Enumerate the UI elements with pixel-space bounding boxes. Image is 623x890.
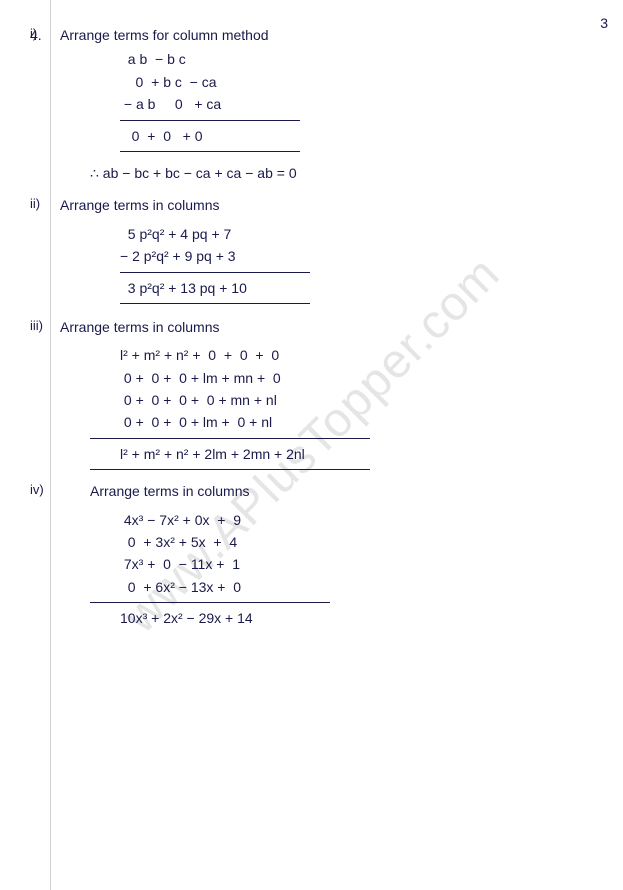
divider-line bbox=[120, 272, 310, 273]
part-iv-result: 10x³ + 2x² − 29x + 14 bbox=[120, 607, 583, 629]
part-ii-row-1: 5 p²q² + 4 pq + 7 bbox=[120, 223, 583, 245]
part-ii-result: 3 p²q² + 13 pq + 10 bbox=[120, 277, 583, 299]
page-corner-number: 3 bbox=[600, 15, 608, 31]
divider-line bbox=[120, 303, 310, 304]
part-ii-label: ii) bbox=[30, 194, 40, 215]
part-iv-row-3: 7x³ + 0 − 11x + 1 bbox=[120, 553, 583, 575]
part-iii-result: l² + m² + n² + 2lm + 2mn + 2nl bbox=[120, 443, 583, 465]
part-ii-heading: Arrange terms in columns bbox=[60, 197, 220, 213]
part-i-row-2: 0 + b c − ca bbox=[120, 71, 583, 93]
part-iv-row-4: 0 + 6x² − 13x + 0 bbox=[120, 576, 583, 598]
part-i-result: 0 + 0 + 0 bbox=[120, 125, 583, 147]
part-iv-label: iv) bbox=[30, 480, 44, 501]
part-i-row-3: − a b 0 + ca bbox=[120, 93, 583, 115]
divider-line bbox=[90, 469, 370, 470]
part-iv-row-1: 4x³ − 7x² + 0x + 9 bbox=[120, 509, 583, 531]
part-ii-row-2: − 2 p²q² + 9 pq + 3 bbox=[120, 245, 583, 267]
part-iii-row-2: 0 + 0 + 0 + lm + mn + 0 bbox=[120, 367, 583, 389]
part-iv-heading: Arrange terms in columns bbox=[90, 483, 250, 499]
part-iii-label: iii) bbox=[30, 316, 43, 337]
part-iii-heading: Arrange terms in columns bbox=[60, 319, 220, 335]
part-i-conclusion: ∴ ab − bc + bc − ca + ca − ab = 0 bbox=[90, 165, 297, 181]
part-iv-row-2: 0 + 3x² + 5x + 4 bbox=[120, 531, 583, 553]
part-i-heading: Arrange terms for column method bbox=[60, 27, 269, 43]
part-i-row-1: a b − b c bbox=[120, 48, 583, 70]
part-iii-row-3: 0 + 0 + 0 + 0 + mn + nl bbox=[120, 389, 583, 411]
divider-line bbox=[120, 151, 300, 152]
divider-line bbox=[90, 438, 370, 439]
part-iii-row-1: l² + m² + n² + 0 + 0 + 0 bbox=[120, 344, 583, 366]
divider-line bbox=[120, 120, 300, 121]
part-i-label: i) bbox=[30, 24, 37, 45]
divider-line bbox=[90, 602, 330, 603]
part-iii-row-4: 0 + 0 + 0 + lm + 0 + nl bbox=[120, 411, 583, 433]
